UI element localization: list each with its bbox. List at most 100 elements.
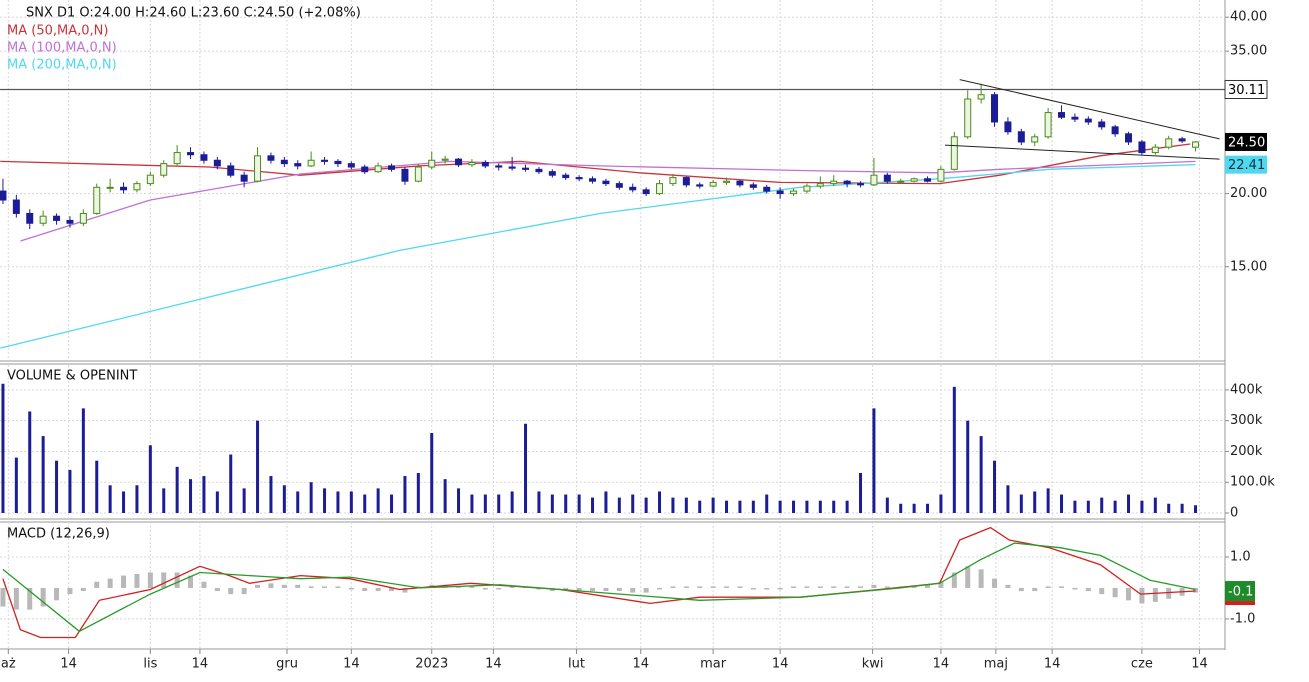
macd-histogram-bar (817, 586, 823, 588)
volume-bar (550, 494, 554, 513)
macd-histogram-bar (241, 587, 247, 595)
macd-histogram-bar (1085, 587, 1091, 592)
candle-body (133, 183, 141, 191)
macd-histogram-bar (54, 587, 60, 601)
macd-histogram-bar (27, 587, 33, 610)
candle-body (280, 159, 288, 165)
macd-histogram-bar (858, 586, 864, 588)
volume-bar (349, 491, 353, 513)
ma-price-label-bg (1225, 155, 1267, 174)
macd-histogram-bar (1139, 587, 1145, 604)
candle-body (1071, 116, 1079, 120)
y-tick-label: 35.00 (1230, 44, 1267, 59)
macd-histogram-bar (1032, 587, 1038, 592)
volume-bar (323, 488, 327, 513)
volume-bar (148, 445, 152, 513)
macd-histogram-bar (777, 587, 783, 590)
candle-body (589, 178, 597, 182)
volume-bar (1006, 485, 1010, 513)
candle-body (709, 181, 717, 187)
candle-body (924, 178, 932, 182)
volume-bar (631, 494, 635, 513)
candle-body (1125, 133, 1133, 143)
candle-body (1058, 112, 1066, 118)
macd-histogram-bar (335, 586, 341, 588)
macd-histogram-bar (724, 586, 730, 588)
macd-histogram-bar (603, 587, 609, 592)
panel-title: VOLUME & OPENINT (7, 369, 137, 384)
y-tick-label: 15.00 (1230, 259, 1267, 274)
candle-body (870, 174, 878, 186)
candle-body (227, 165, 235, 176)
candle-body (254, 155, 262, 182)
volume-bar (993, 460, 997, 513)
volume-bar (215, 491, 219, 513)
candle-body (1178, 138, 1186, 142)
x-tick-label: 14 (632, 657, 649, 672)
macd-histogram-bar (348, 587, 354, 590)
candle-body (120, 186, 128, 191)
volume-bar (1019, 494, 1023, 513)
candle-body (910, 178, 918, 182)
x-tick-label: cze (1131, 657, 1153, 672)
macd-histogram-bar (965, 566, 971, 588)
volume-bar (1100, 497, 1104, 513)
macd-histogram-bar (188, 575, 194, 588)
x-tick-label: 14 (933, 657, 950, 672)
macd-histogram-bar (469, 586, 475, 588)
candle-body (508, 166, 516, 169)
candle-body (106, 186, 114, 189)
volume-bar (1180, 503, 1184, 513)
candle-body (347, 163, 355, 168)
candle-body (776, 190, 784, 195)
moving-average (0, 163, 1196, 349)
volume-bar (1153, 497, 1157, 513)
y-tick-label: 400k (1230, 382, 1263, 397)
macd-histogram-bar (482, 587, 488, 590)
volume-bar (939, 494, 943, 513)
macd-histogram-bar (322, 586, 328, 588)
candle-body (1192, 141, 1200, 148)
volume-bar (818, 500, 822, 513)
candle-body (361, 166, 369, 173)
candle-body (803, 185, 811, 192)
macd-histogram-bar (630, 587, 636, 593)
macd-histogram-bar (1112, 587, 1118, 598)
candle-body (522, 167, 530, 170)
volume-bar (912, 503, 916, 513)
macd-histogram-bar (670, 586, 676, 588)
x-tick-label: lis (143, 657, 157, 672)
macd-histogram-bar (844, 586, 850, 588)
candle-body (428, 159, 436, 168)
candle-body (200, 154, 208, 161)
candle-body (495, 165, 503, 168)
macd-histogram-bar (1152, 587, 1158, 602)
macd-histogram-bar (107, 578, 113, 588)
y-tick-label: 20.00 (1230, 186, 1267, 201)
volume-bar (671, 497, 675, 513)
moving-average (20, 160, 1196, 242)
macd-histogram-bar (884, 586, 890, 588)
chart-title: SNX D1 O:24.00 H:24.60 L:23.60 C:24.50 (… (26, 6, 361, 21)
volume-bar (952, 386, 956, 513)
macd-histogram-bar (978, 569, 984, 588)
candle-body (388, 165, 396, 170)
volume-bar (537, 491, 541, 513)
macd-histogram-bar (657, 587, 663, 590)
x-tick-label: 14 (1191, 657, 1208, 672)
volume-bar (1167, 503, 1171, 513)
volume-bar (604, 491, 608, 513)
macd-histogram-bar (590, 587, 596, 592)
macd-histogram-bar (13, 587, 19, 610)
macd-histogram-bar (925, 584, 931, 588)
volume-bar (55, 460, 59, 513)
macd-histogram-bar (1059, 586, 1065, 588)
trendline (944, 144, 1220, 160)
volume-bar (390, 494, 394, 513)
candle-body (830, 180, 838, 185)
candle-body (642, 189, 650, 195)
candle-body (736, 180, 744, 186)
candle-body (977, 94, 985, 100)
candle-body (0, 190, 7, 201)
